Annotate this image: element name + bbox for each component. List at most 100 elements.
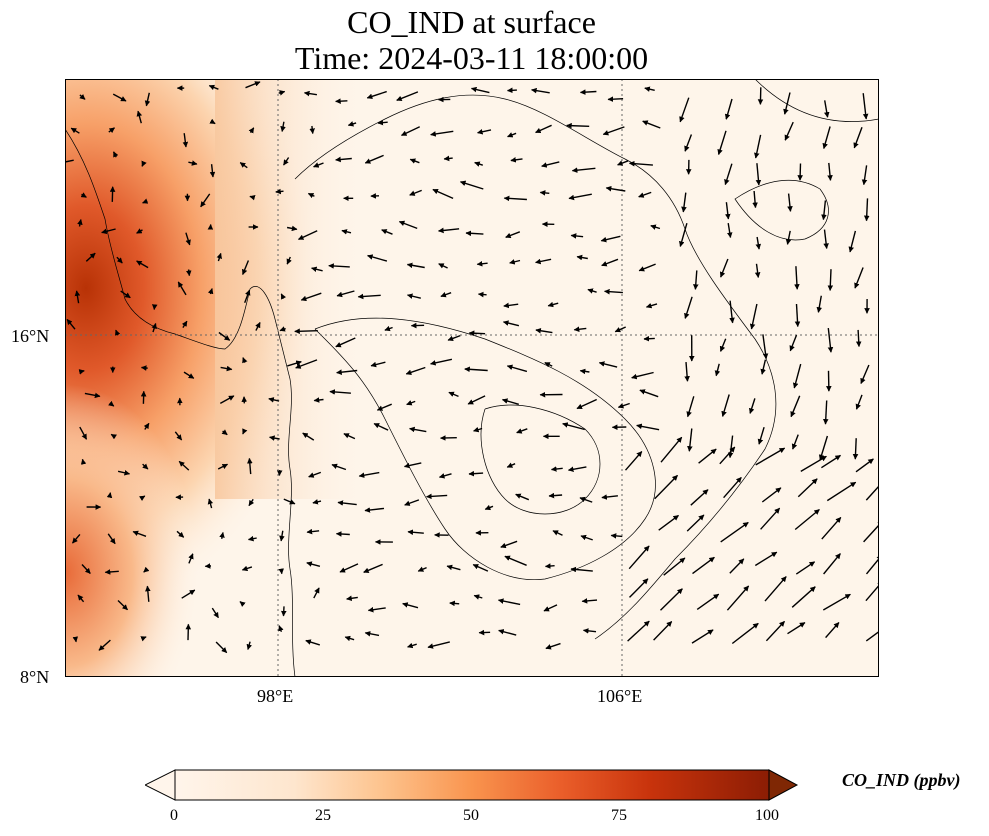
wind-vector bbox=[570, 566, 593, 573]
wind-vector bbox=[600, 235, 621, 243]
wind-vector bbox=[188, 553, 194, 564]
wind-vector bbox=[543, 604, 558, 612]
wind-vector bbox=[617, 402, 630, 409]
wind-vector bbox=[407, 642, 417, 649]
wind-vector bbox=[679, 97, 690, 123]
wind-vector bbox=[104, 569, 119, 575]
wind-vector bbox=[112, 93, 127, 102]
wind-vector bbox=[723, 476, 742, 499]
wind-vector bbox=[178, 460, 190, 471]
wind-vector bbox=[309, 125, 315, 135]
wind-vector bbox=[207, 498, 214, 509]
wind-vector bbox=[207, 288, 214, 295]
wind-vector bbox=[174, 431, 183, 441]
wind-vector bbox=[117, 470, 131, 476]
wind-vector bbox=[305, 639, 321, 646]
wind-vector bbox=[336, 369, 358, 375]
wind-vector bbox=[821, 200, 827, 221]
wind-vector bbox=[278, 568, 284, 575]
wind-vector bbox=[331, 463, 347, 471]
lon-label-106e: 106°E bbox=[597, 686, 643, 706]
wind-vector bbox=[255, 322, 261, 331]
wind-vector bbox=[568, 193, 592, 201]
wind-vector bbox=[760, 507, 781, 530]
wind-vector bbox=[426, 493, 448, 500]
wind-vector bbox=[141, 160, 147, 167]
wind-vector bbox=[268, 397, 280, 403]
wind-vector bbox=[855, 329, 862, 348]
wind-vector bbox=[405, 366, 426, 375]
wind-vector bbox=[183, 371, 195, 379]
wind-vector bbox=[505, 231, 521, 239]
wind-vector bbox=[396, 91, 419, 102]
wind-vector bbox=[581, 598, 598, 604]
wind-vector bbox=[548, 492, 563, 499]
wind-vector bbox=[363, 563, 383, 573]
wind-vector bbox=[576, 254, 588, 261]
co-plume-band bbox=[215, 79, 365, 499]
wind-vector bbox=[724, 98, 733, 120]
colorbar-tick-50: 50 bbox=[463, 807, 479, 824]
wind-vector bbox=[185, 269, 192, 277]
wind-vector bbox=[438, 473, 452, 479]
wind-vector bbox=[601, 258, 619, 267]
wind-vector bbox=[686, 514, 705, 532]
wind-vector bbox=[825, 622, 840, 639]
wind-vector bbox=[784, 121, 794, 141]
wind-vector bbox=[400, 126, 420, 137]
wind-vector bbox=[344, 635, 355, 642]
wind-vector bbox=[749, 303, 758, 330]
wind-vector bbox=[783, 92, 791, 115]
wind-vector bbox=[80, 458, 87, 465]
wind-vector bbox=[336, 290, 355, 298]
wind-vector bbox=[280, 293, 287, 300]
wind-vector bbox=[570, 233, 584, 239]
wind-vector bbox=[295, 359, 318, 369]
wind-vector bbox=[468, 470, 484, 477]
wind-vector bbox=[498, 629, 517, 636]
wind-vector bbox=[501, 398, 519, 405]
wind-vector bbox=[215, 641, 228, 654]
map-subtitle-time: Time: 2024-03-11 18:00:00 bbox=[294, 40, 649, 76]
wind-vector bbox=[823, 100, 830, 118]
wind-vector bbox=[381, 229, 393, 235]
colorbar-tick-25: 25 bbox=[315, 807, 331, 824]
wind-vector bbox=[827, 328, 834, 353]
colorbar-tick-0: 0 bbox=[170, 807, 178, 824]
wind-vector bbox=[650, 224, 661, 230]
wind-vector bbox=[660, 436, 683, 463]
wind-vector bbox=[406, 293, 421, 299]
wind-vector bbox=[598, 361, 618, 368]
wind-vector bbox=[754, 551, 778, 567]
wind-vector bbox=[629, 578, 649, 598]
wind-vector bbox=[510, 157, 523, 163]
wind-vector bbox=[721, 394, 730, 417]
wind-vector bbox=[604, 288, 623, 295]
wind-vector bbox=[307, 192, 315, 199]
wind-vector bbox=[108, 127, 115, 134]
wind-vectors bbox=[65, 81, 879, 654]
wind-vector bbox=[278, 90, 286, 96]
wind-vector bbox=[822, 400, 829, 425]
wind-vector bbox=[249, 194, 256, 201]
wind-vector bbox=[504, 555, 527, 566]
wind-vector bbox=[311, 266, 323, 273]
wind-vector bbox=[503, 302, 519, 309]
wind-vector bbox=[477, 128, 492, 135]
wind-vector bbox=[579, 496, 593, 503]
wind-vector bbox=[541, 161, 560, 168]
wind-vector bbox=[631, 371, 654, 380]
wind-vector bbox=[242, 428, 248, 435]
wind-vector bbox=[476, 260, 488, 267]
wind-vector bbox=[507, 132, 517, 138]
wind-vector bbox=[690, 489, 709, 506]
wind-vector bbox=[140, 636, 147, 642]
wind-vector bbox=[247, 535, 257, 542]
wind-vector bbox=[143, 422, 150, 430]
wind-vector bbox=[409, 158, 420, 164]
wind-vector bbox=[692, 556, 715, 575]
wind-vector bbox=[792, 363, 802, 389]
wind-vector bbox=[364, 507, 385, 513]
wind-vector bbox=[725, 202, 731, 220]
wind-vector bbox=[278, 625, 284, 633]
